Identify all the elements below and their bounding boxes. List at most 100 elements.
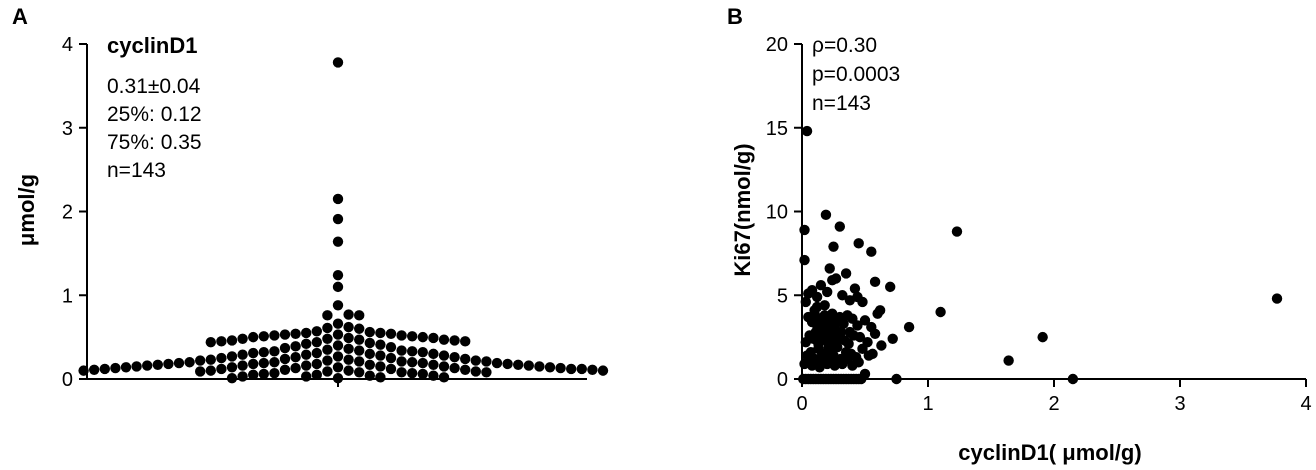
panel-a-point — [226, 335, 238, 346]
panel-a-point — [375, 327, 386, 339]
panel-b-point — [829, 323, 840, 334]
panel-b-x-tick-label: 0 — [796, 393, 807, 415]
panel-b-point — [885, 281, 896, 293]
panel-a-point — [438, 372, 450, 383]
panel-a-point — [301, 371, 312, 382]
panel-b-annotation: ρ=0.30 p=0.0003 n=143 — [812, 34, 900, 115]
panel-b-annotation-line: ρ=0.30 — [812, 34, 877, 57]
panel-a-point — [332, 57, 344, 68]
panel-a-point — [258, 331, 269, 342]
panel-a-point — [332, 269, 344, 281]
panel-a-point — [364, 359, 375, 370]
panel-a-point — [364, 348, 375, 360]
panel-a-point — [449, 335, 460, 346]
panel-a-point — [216, 352, 227, 364]
panel-a-point — [205, 365, 216, 376]
panel-b-x-axis-title: cyclinD1( μmol/g) — [958, 440, 1141, 465]
panel-a-y-tick-label: 4 — [62, 34, 73, 56]
panel-a-point — [205, 354, 216, 365]
panel-b-point — [834, 357, 845, 368]
panel-a-point — [460, 353, 471, 365]
panel-a-point — [375, 372, 386, 383]
panel-b-point — [859, 368, 871, 380]
panel-b-point — [843, 338, 854, 350]
panel-a-point — [428, 348, 439, 360]
panel-a-point — [385, 328, 397, 339]
panel-a-point — [226, 362, 238, 373]
panel-b-point — [1271, 293, 1283, 304]
panel-a-point — [470, 355, 481, 366]
panel-a-point — [290, 328, 301, 339]
panel-a-point — [407, 331, 418, 342]
panel-a-point — [491, 357, 503, 369]
panel-b-point — [801, 125, 813, 137]
panel-a-point — [322, 310, 333, 321]
panel-a-point — [205, 336, 216, 348]
panel-b-point — [800, 296, 811, 308]
panel-a-point — [152, 359, 163, 370]
panel-a-point — [226, 372, 238, 384]
panel-a-point — [269, 357, 280, 368]
panel-b-y-tick-label: 5 — [777, 285, 788, 307]
panel-b: B Ki67(nmol/g) cyclinD1( μmol/g) 0510152… — [727, 4, 1312, 465]
panel-a-y-tick-label: 2 — [62, 202, 73, 224]
panel-a-point — [322, 355, 333, 366]
panel-a-point — [290, 341, 301, 352]
panel-b-point — [815, 280, 827, 291]
panel-b-x-tick-label: 2 — [1048, 393, 1059, 415]
panel-a-point — [343, 321, 354, 333]
panel-a-point — [428, 359, 439, 370]
panel-a-point — [555, 362, 566, 374]
panel-a-point — [343, 309, 354, 320]
panel-a-point — [460, 336, 471, 347]
panel-a-point — [364, 370, 375, 381]
panel-a-point — [343, 343, 354, 355]
panel-b-point — [852, 291, 863, 303]
panel-a-point — [332, 213, 344, 225]
panel-a-point — [407, 346, 418, 357]
panel-b-point — [857, 343, 868, 355]
panel-b-point — [853, 238, 864, 249]
panel-a-point — [534, 361, 545, 372]
panel-b-point — [1067, 373, 1079, 385]
panel-a-point — [89, 364, 100, 375]
panel-a-point — [279, 342, 291, 354]
panel-a-point — [78, 365, 89, 376]
panel-b-point — [903, 321, 915, 333]
panel-a-point — [513, 359, 524, 370]
panel-a-point — [301, 360, 312, 371]
panel-b-point — [811, 301, 823, 313]
panel-a-point — [354, 356, 365, 367]
panel-b-point — [869, 328, 881, 339]
panel-a-point — [417, 331, 428, 343]
panel-a-point — [354, 345, 365, 356]
panel-a-point — [237, 371, 248, 382]
panel-b-label: B — [727, 4, 743, 29]
panel-b-point — [832, 341, 843, 353]
panel-a-point — [364, 337, 375, 349]
panel-a-point — [248, 358, 259, 370]
panel-b-point — [828, 241, 839, 252]
panel-a-point — [301, 349, 312, 360]
panel-a-point — [523, 360, 534, 371]
panel-a-point — [142, 360, 153, 371]
panel-a-point — [332, 329, 344, 340]
panel-a-point — [481, 367, 492, 378]
panel-b-point — [811, 291, 823, 303]
panel-b-point — [822, 286, 833, 298]
panel-a-point — [195, 366, 206, 377]
panel-a-point — [184, 357, 195, 368]
panel-a-point — [417, 368, 428, 380]
panel-a-point — [237, 333, 248, 344]
panel-a-point — [332, 318, 344, 329]
panel-b-point — [872, 308, 883, 319]
panel-a-point — [99, 363, 111, 375]
panel-a-point — [311, 358, 322, 370]
panel-a-y-tick-label: 3 — [62, 118, 73, 140]
panel-a-point — [279, 329, 291, 340]
panel-a-point — [248, 331, 259, 343]
panel-a-annotation-title: cyclinD1 — [107, 33, 198, 58]
panel-a-point — [428, 370, 439, 381]
panel-b-point — [852, 320, 863, 331]
panel-a-point — [396, 356, 407, 367]
